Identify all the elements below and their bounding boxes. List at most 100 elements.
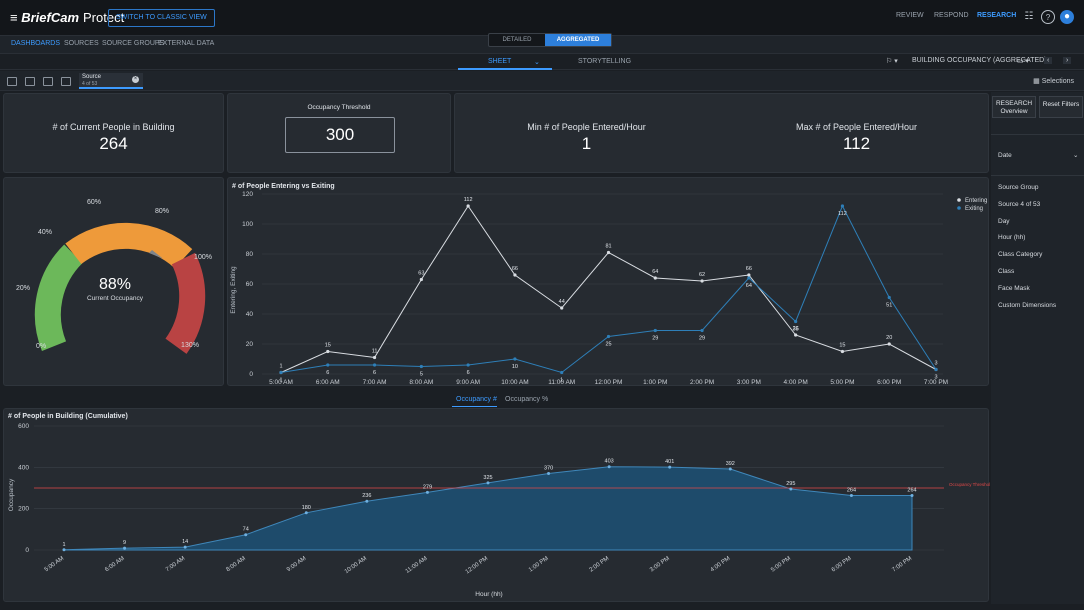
x-tick-label: 6:00 AM [104,556,125,574]
filter-source-group[interactable]: Source Group [998,184,1039,191]
y-tick-label: 20 [246,341,254,348]
gauge-label: Current Occupancy [87,295,144,302]
date-filter[interactable]: Date ⌄ [991,134,1084,176]
data-point [887,342,891,346]
nav-research[interactable]: RESEARCH [977,12,1017,19]
tab-dashboards[interactable]: DASHBOARDS [11,40,61,47]
x-tick-label: 1:00 PM [643,379,667,386]
data-label: 25 [605,342,611,348]
sheet-name[interactable]: BUILDING OCCUPANCY (AGGREGATED) [912,57,1047,64]
selections-icon: ▦ [1033,78,1042,85]
y-tick-label: 80 [246,251,254,258]
data-label: 64 [652,269,658,275]
filter-class-category[interactable]: Class Category [998,251,1043,259]
x-tick-label: 3:00 PM [649,556,671,574]
data-point [304,511,308,515]
kpi-current-title: # of Current People in Building [52,122,175,132]
threshold-value: 300 [325,125,355,144]
selections-button[interactable]: ▦ Selections [1033,77,1074,85]
gauge-red-band [165,252,206,354]
x-tick-label: 7:00 PM [924,379,948,386]
chevron-down-icon[interactable]: ⌄ [1073,152,1079,159]
tab-sources[interactable]: SOURCES [64,40,99,47]
data-label: 295 [786,481,795,487]
gauge-orange-band [65,222,193,269]
toggle-aggregated[interactable]: AGGREGATED [545,34,611,46]
tab-storytelling[interactable]: STORYTELLING [578,58,632,65]
data-label: 10 [512,364,518,370]
nav-review[interactable]: REVIEW [896,12,924,19]
threshold-input[interactable]: 300 [285,117,395,153]
clear-selections-icon[interactable] [61,77,71,86]
prev-sheet-icon[interactable]: ‹ [1044,57,1053,64]
filter-class[interactable]: Class [998,268,1015,275]
data-point [326,349,330,354]
next-sheet-icon[interactable]: › [1063,57,1072,64]
app-logo[interactable]: ≡ BriefCam Protect [10,10,124,25]
toggle-detailed[interactable]: DETAILED [502,37,532,43]
step-back-icon[interactable] [25,77,35,86]
data-label: 325 [483,475,492,481]
user-avatar-icon[interactable]: ● [1060,10,1074,24]
gauge-tick: 100% [194,254,212,261]
x-tick-label: 11:00 AM [548,379,575,386]
x-tick-label: 10:00 AM [501,379,528,386]
x-tick-label: 7:00 AM [165,556,186,574]
data-point [372,363,377,367]
source-selection-chip[interactable]: Source 4 of 53 × [79,73,143,89]
area-chart-ylabel: Occupancy [8,478,15,511]
legend-marker [957,206,961,210]
help-icon[interactable]: ? [1041,10,1055,24]
menu-icon[interactable]: ≡ [10,10,22,25]
bookmark-icon[interactable]: ⚐ ▾ [886,58,898,65]
filter-hour[interactable]: Hour (hh) [998,234,1026,242]
filter-custom-dimensions[interactable]: Custom Dimensions [998,301,1057,309]
research-overview-button[interactable]: RESEARCH Overview [992,96,1036,118]
smart-search-icon[interactable] [7,77,17,86]
sheet-dropdown-icon[interactable]: ⌄ [534,59,540,66]
data-point [794,333,798,337]
data-label: 236 [362,493,371,499]
list-settings-icon[interactable]: ☷ [1024,11,1034,22]
y-tick-label: 40 [246,311,254,318]
data-point [653,276,657,280]
data-point [789,487,793,491]
present-icon[interactable]: ▭ ▾ [1017,58,1030,65]
data-point [747,276,751,280]
data-point [606,250,611,255]
tab-sheet[interactable]: SHEET [488,58,512,65]
data-label: 1 [279,378,282,384]
x-tick-label: 12:00 PM [465,556,489,576]
data-label: 26 [793,326,799,332]
data-label: 11 [372,349,378,355]
filter-day[interactable]: Day [998,217,1010,225]
data-point [560,370,564,375]
data-label: 264 [847,487,856,493]
reset-filters-button[interactable]: Reset Filters [1039,96,1083,118]
data-point [700,328,704,333]
filter-face-mask[interactable]: Face Mask [998,284,1030,292]
data-label: 112 [838,211,847,217]
kpi-min-value: 1 [581,134,592,153]
tab-occupancy-percent[interactable]: Occupancy % [505,396,549,403]
x-tick-label: 12:00 PM [595,379,623,386]
filter-source[interactable]: Source 4 of 53 [998,200,1041,208]
switch-classic-view-button[interactable]: SWITCH TO CLASSIC VIEW [108,9,215,27]
data-point [372,355,377,360]
gauge-tick: 130% [181,342,199,349]
data-point [934,367,938,372]
source-chip-title: Source [82,74,102,80]
tab-external-data[interactable]: EXTERNAL DATA [158,40,215,47]
tab-source-groups[interactable]: SOURCE GROUPS [102,40,165,47]
data-point [466,363,470,367]
gauge-needle [149,250,163,259]
gauge-tick: 0% [36,343,46,350]
source-chip-count: 4 of 53 [82,81,98,87]
nav-respond[interactable]: RESPOND [934,12,969,19]
data-point [279,370,283,375]
step-forward-icon[interactable] [43,77,53,86]
close-icon[interactable]: × [132,76,139,83]
data-point [326,363,330,367]
data-label: 20 [886,335,892,341]
tab-occupancy-number[interactable]: Occupancy # [456,396,497,403]
